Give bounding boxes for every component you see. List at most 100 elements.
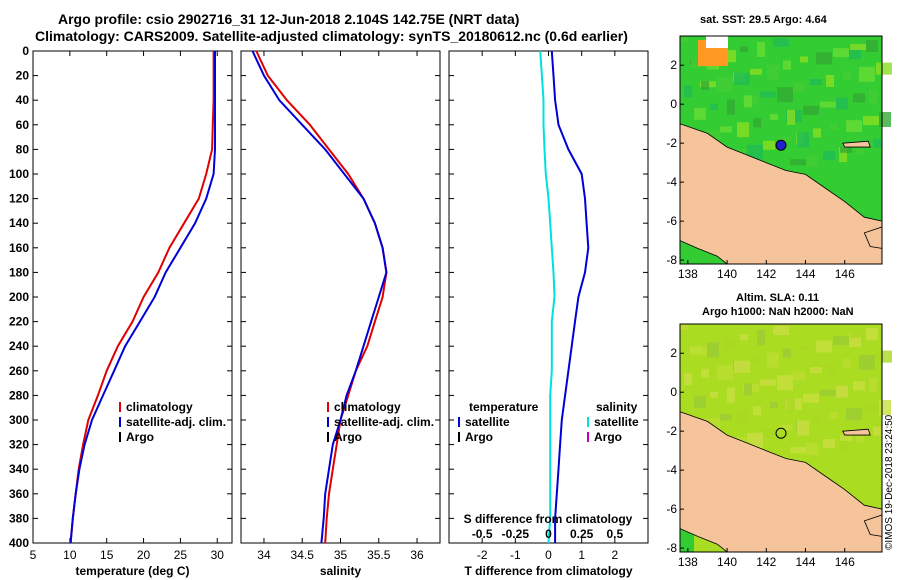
depth-tick-label: 340	[9, 462, 29, 476]
map-texture-cell	[869, 89, 877, 105]
x-tick-label: 20	[137, 548, 151, 562]
map-texture-cell	[836, 97, 848, 110]
map-texture-cell	[820, 101, 836, 108]
depth-tick-label: 380	[9, 511, 29, 525]
x-tick-label: 30	[211, 548, 225, 562]
map-texture-cell	[701, 369, 709, 378]
depth-tick-label: 320	[9, 438, 29, 452]
map-texture-cell	[853, 93, 865, 103]
map-texture-cell	[777, 375, 793, 391]
depth-tick-label: 300	[9, 413, 29, 427]
x-tick-label: 34	[257, 548, 271, 562]
map-y-tick-label: -2	[666, 424, 677, 438]
map-x-tick-label: 144	[795, 555, 815, 569]
map-texture-cell	[753, 118, 761, 128]
map-texture-cell	[777, 87, 793, 103]
map-texture-cell	[773, 38, 789, 47]
s-tick-label: 0	[545, 527, 552, 541]
map-texture-cell	[684, 85, 692, 98]
map-texture-cell	[876, 62, 892, 75]
map-texture-cell	[760, 91, 776, 98]
map-y-tick-label: 2	[670, 346, 677, 360]
map-x-tick-label: 138	[678, 267, 698, 281]
map-texture-cell	[826, 363, 834, 375]
legend-label-salinity: Argo	[334, 430, 362, 444]
map-y-tick-label: -6	[666, 214, 677, 228]
s-tick-label: 0.5	[606, 527, 623, 541]
map-texture-cell	[833, 48, 849, 58]
map-texture-cell	[790, 159, 806, 166]
map-texture-cell	[846, 408, 862, 421]
map-texture-cell	[793, 371, 805, 381]
map-y-tick-label: -2	[666, 136, 677, 150]
map-texture-cell	[810, 79, 822, 85]
s-tick-label: 0.25	[570, 527, 594, 541]
depth-tick-label: 120	[9, 192, 29, 206]
map-texture-cell	[691, 346, 707, 356]
map-texture-cell	[843, 70, 851, 80]
map-texture-cell	[823, 439, 835, 448]
map-texture-cell	[859, 66, 875, 82]
map-texture-cell	[740, 334, 748, 341]
map-texture-cell	[744, 383, 752, 396]
map-texture-cell	[717, 365, 733, 380]
map-texture-cell	[734, 72, 750, 85]
map-texture-cell	[737, 122, 749, 138]
map-texture-cell	[869, 377, 877, 393]
map-texture-cell	[873, 138, 881, 148]
argo-position-marker	[775, 427, 787, 439]
sla-map-title-line2: Argo h1000: NaN h2000: NaN	[702, 306, 854, 318]
map-texture-cell	[773, 326, 789, 335]
map-texture-cell	[856, 142, 864, 155]
depth-tick-label: 180	[9, 265, 29, 279]
map-texture-cell	[830, 124, 838, 131]
map-texture-cell	[770, 402, 778, 408]
map-texture-cell	[727, 99, 735, 115]
figure-title-line2: Climatology: CARS2009. Satellite-adjuste…	[35, 28, 628, 44]
map-texture-cell	[780, 136, 792, 143]
depth-tick-label: 20	[16, 69, 30, 83]
map-texture-cell	[750, 356, 762, 363]
map-texture-cell	[866, 40, 878, 52]
depth-tick-label: 400	[9, 536, 29, 550]
map-texture-cell	[836, 385, 848, 398]
map-y-tick-label: -4	[666, 463, 677, 477]
legend-label-temperature: Argo	[126, 430, 154, 444]
x-tick-label: 35.5	[367, 548, 391, 562]
map-texture-cell	[710, 103, 718, 110]
map-texture-cell	[701, 81, 709, 90]
map-texture-cell	[879, 112, 891, 127]
sst-map-title: sat. SST: 29.5 Argo: 4.64	[700, 14, 827, 26]
depth-tick-label: 260	[9, 364, 29, 378]
map-texture-cell	[813, 416, 821, 426]
map-texture-cell	[760, 379, 776, 386]
map-texture-cell	[757, 42, 765, 57]
plot-frame-temperature	[32, 50, 233, 544]
map-texture-cell	[850, 44, 866, 50]
map-texture-cell	[684, 373, 692, 386]
depth-tick-label: 280	[9, 388, 29, 402]
series-line-climatology	[255, 50, 388, 544]
depth-tick-label: 200	[9, 290, 29, 304]
map-y-tick-label: 0	[670, 385, 677, 399]
map-texture-cell	[787, 109, 795, 125]
map-y-tick-label: -8	[666, 253, 677, 267]
map-texture-cell	[757, 330, 765, 345]
map-texture-cell	[813, 128, 821, 138]
map-texture-cell	[744, 95, 752, 108]
map-texture-cell	[767, 352, 779, 368]
map-land-sla-map	[679, 411, 883, 553]
series-line-s-satellite	[539, 50, 556, 544]
map-texture-cell	[873, 426, 881, 436]
s-tick-label: -0.25	[502, 527, 530, 541]
map-texture-cell	[846, 120, 862, 133]
map-texture-cell	[816, 340, 832, 353]
map-texture-cell	[717, 77, 733, 92]
x-tick-label: 34.5	[291, 548, 315, 562]
map-x-tick-label: 140	[717, 555, 737, 569]
map-texture-cell	[750, 68, 762, 75]
map-texture-cell	[720, 414, 732, 421]
map-texture-cell	[770, 114, 778, 120]
map-texture-cell	[707, 342, 719, 358]
map-texture-cell	[810, 367, 822, 373]
